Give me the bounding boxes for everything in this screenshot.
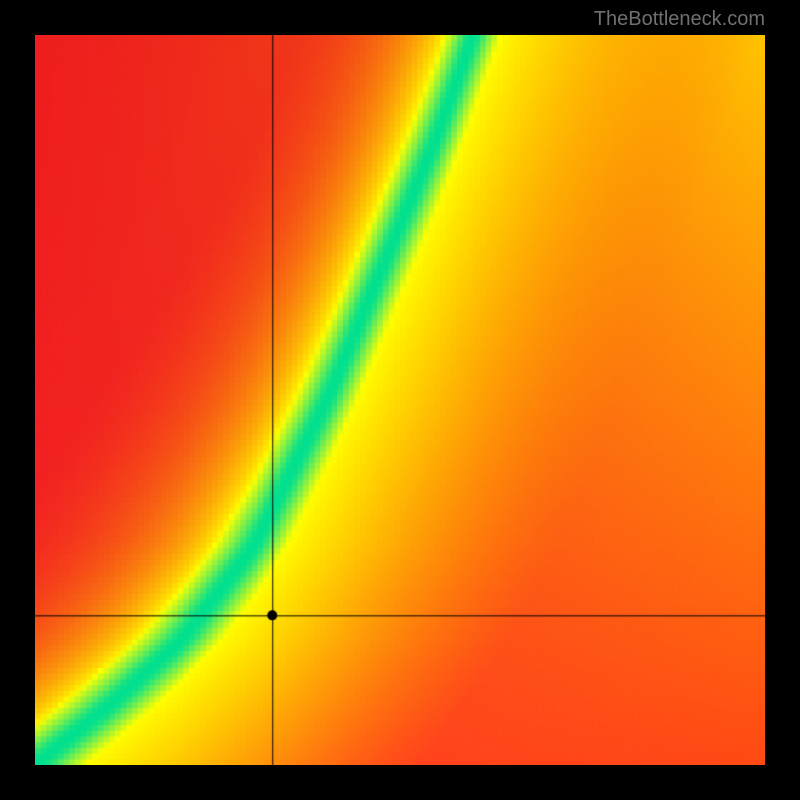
heatmap-canvas [35,35,765,765]
chart-container: TheBottleneck.com [0,0,800,800]
watermark-text: TheBottleneck.com [594,8,765,31]
